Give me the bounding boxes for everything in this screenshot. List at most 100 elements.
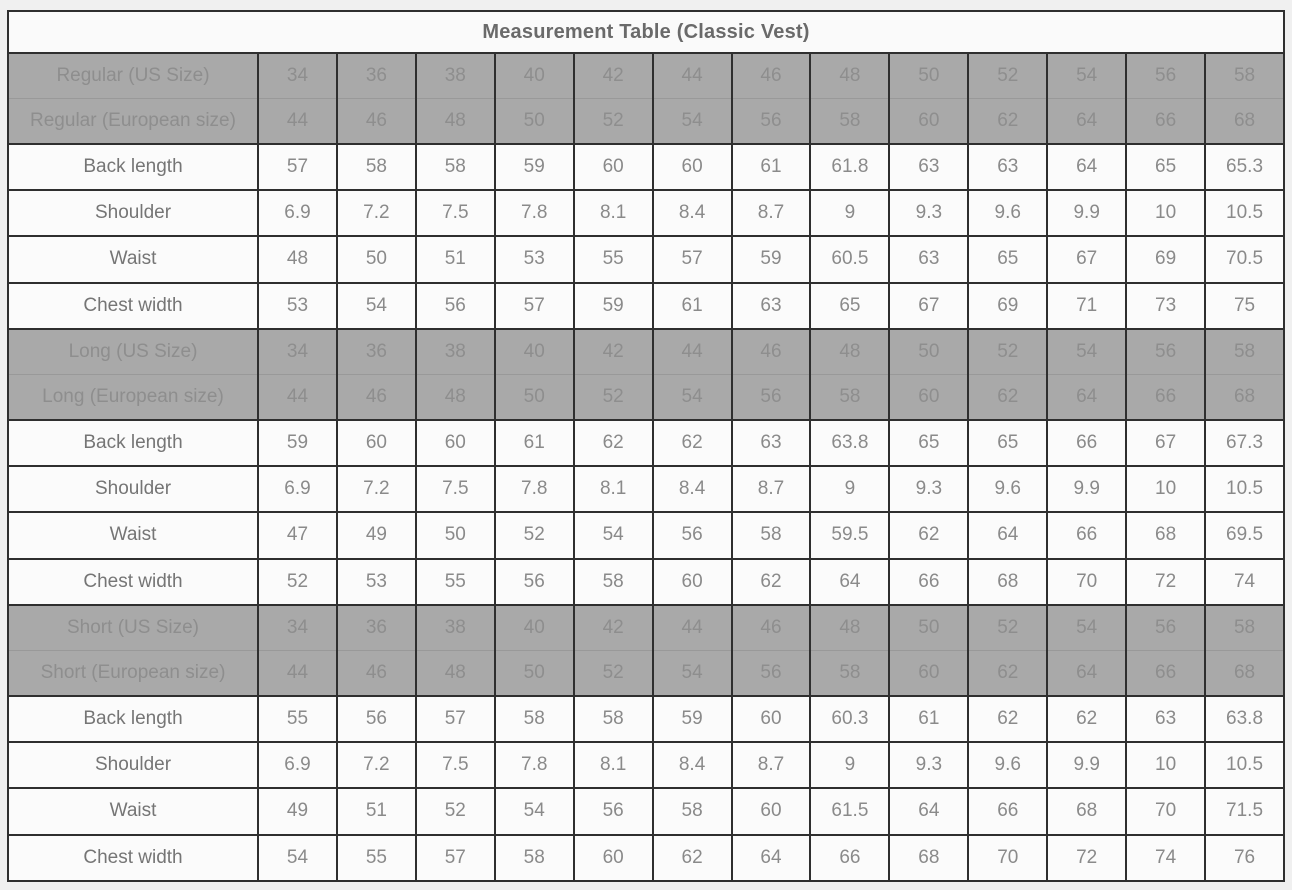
measurement-value-cell: 75 [1204, 281, 1285, 330]
measurement-value-cell: 8.7 [730, 188, 812, 238]
measurement-value-cell: 10.5 [1204, 464, 1285, 514]
measurement-row: Chest width 54 55 57 58 60 62 64 66 68 70 72 74 76 [7, 833, 1285, 882]
size-value-cell: 44 [257, 373, 338, 421]
measurement-value-cell: 61 [730, 142, 812, 192]
measurement-value-cell: 68 [967, 557, 1049, 606]
measurement-value-cell: 6.9 [257, 740, 338, 790]
row-label-cell: Short (European size) [7, 649, 259, 697]
measurement-value-cell: 63 [730, 418, 812, 467]
size-value-cell: 40 [493, 327, 575, 375]
size-header-row: Short (US Size) 34 36 38 40 42 44 46 48 50 52 54 56 5… [7, 603, 1285, 651]
measurement-value-cell: 57 [414, 833, 496, 882]
measurement-value-cell: 54 [493, 787, 575, 836]
row-label-cell: Waist [7, 511, 259, 560]
measurement-row: Shoulder 6.9 7.2 7.5 7.8 8.1 8.4 8.7 9 9.3 9.6 9.9 1… [7, 188, 1285, 238]
table-title: Measurement Table (Classic Vest) [7, 10, 1285, 54]
measurement-value-cell: 55 [414, 557, 496, 606]
size-value-cell: 62 [967, 373, 1049, 421]
measurement-value-cell: 10 [1125, 464, 1207, 514]
size-value-cell: 44 [257, 649, 338, 697]
measurement-value-cell: 59 [572, 281, 654, 330]
row-label-cell: Long (European size) [7, 373, 259, 421]
size-value-cell: 46 [730, 51, 812, 99]
measurement-value-cell: 60 [651, 557, 733, 606]
measurement-value-cell: 50 [414, 511, 496, 560]
size-value-cell: 68 [1204, 649, 1285, 697]
measurement-value-cell: 71.5 [1204, 787, 1285, 836]
size-value-cell: 50 [493, 373, 575, 421]
size-value-cell: 58 [1204, 51, 1285, 99]
measurement-value-cell: 61 [651, 281, 733, 330]
size-value-cell: 60 [888, 97, 970, 145]
measurement-row: Waist 49 51 52 54 56 58 60 61.5 64 66 68 70 71.5 [7, 787, 1285, 836]
measurement-value-cell: 66 [967, 787, 1049, 836]
size-value-cell: 46 [335, 373, 417, 421]
size-header-row: Long (US Size) 34 36 38 40 42 44 46 48 50 52 54 56 58 [7, 327, 1285, 375]
measurement-value-cell: 10 [1125, 740, 1207, 790]
measurement-value-cell: 52 [414, 787, 496, 836]
size-value-cell: 54 [1046, 603, 1128, 651]
measurement-value-cell: 49 [335, 511, 417, 560]
size-value-cell: 46 [335, 97, 417, 145]
size-value-cell: 52 [967, 327, 1049, 375]
size-value-cell: 52 [572, 649, 654, 697]
measurement-value-cell: 7.5 [414, 188, 496, 238]
measurement-value-cell: 56 [493, 557, 575, 606]
measurement-value-cell: 53 [257, 281, 338, 330]
measurement-value-cell: 10 [1125, 188, 1207, 238]
size-header-row: Short (European size) 44 46 48 50 52 54 56 58 60 6… [7, 649, 1285, 697]
measurement-value-cell: 10.5 [1204, 740, 1285, 790]
size-value-cell: 48 [414, 97, 496, 145]
size-header-row: Long (European size) 44 46 48 50 52 54 56 58 60 62… [7, 373, 1285, 421]
size-value-cell: 44 [651, 327, 733, 375]
size-value-cell: 60 [888, 649, 970, 697]
measurement-value-cell: 7.5 [414, 464, 496, 514]
measurement-row: Shoulder 6.9 7.2 7.5 7.8 8.1 8.4 8.7 9 9.3 9.6 9.9 1… [7, 740, 1285, 790]
measurement-row: Chest width 53 54 56 57 59 61 63 65 67 69 71 73 75 [7, 281, 1285, 330]
row-label-cell: Shoulder [7, 464, 259, 514]
measurement-value-cell: 70 [1125, 787, 1207, 836]
row-label-cell: Regular (European size) [7, 97, 259, 145]
measurement-value-cell: 8.4 [651, 188, 733, 238]
measurement-value-cell: 65 [967, 418, 1049, 467]
measurement-value-cell: 9.3 [888, 188, 970, 238]
measurement-value-cell: 56 [651, 511, 733, 560]
measurement-value-cell: 9 [809, 464, 891, 514]
measurement-value-cell: 9.3 [888, 740, 970, 790]
size-value-cell: 50 [888, 51, 970, 99]
measurement-value-cell: 63 [888, 235, 970, 284]
size-value-cell: 62 [967, 97, 1049, 145]
measurement-value-cell: 53 [335, 557, 417, 606]
measurement-value-cell: 60 [730, 787, 812, 836]
size-value-cell: 40 [493, 603, 575, 651]
size-value-cell: 54 [1046, 327, 1128, 375]
measurement-value-cell: 66 [888, 557, 970, 606]
measurement-row: Chest width 52 53 55 56 58 60 62 64 66 68 70 72 74 [7, 557, 1285, 606]
size-value-cell: 62 [967, 649, 1049, 697]
measurement-value-cell: 10.5 [1204, 188, 1285, 238]
size-value-cell: 46 [730, 603, 812, 651]
measurement-value-cell: 9 [809, 740, 891, 790]
measurement-value-cell: 62 [888, 511, 970, 560]
measurement-value-cell: 70.5 [1204, 235, 1285, 284]
size-value-cell: 66 [1125, 97, 1207, 145]
measurement-value-cell: 64 [730, 833, 812, 882]
size-value-cell: 54 [651, 649, 733, 697]
measurement-value-cell: 9.6 [967, 464, 1049, 514]
row-label-cell: Shoulder [7, 188, 259, 238]
measurement-value-cell: 55 [257, 694, 338, 743]
size-value-cell: 56 [1125, 51, 1207, 99]
measurement-value-cell: 74 [1204, 557, 1285, 606]
measurement-value-cell: 6.9 [257, 188, 338, 238]
measurement-value-cell: 69.5 [1204, 511, 1285, 560]
size-value-cell: 34 [257, 51, 338, 99]
size-value-cell: 46 [730, 327, 812, 375]
size-value-cell: 50 [888, 327, 970, 375]
measurement-value-cell: 59 [730, 235, 812, 284]
measurement-value-cell: 62 [651, 833, 733, 882]
measurement-value-cell: 72 [1046, 833, 1128, 882]
measurement-value-cell: 8.1 [572, 188, 654, 238]
measurement-value-cell: 66 [1046, 511, 1128, 560]
size-value-cell: 48 [414, 373, 496, 421]
